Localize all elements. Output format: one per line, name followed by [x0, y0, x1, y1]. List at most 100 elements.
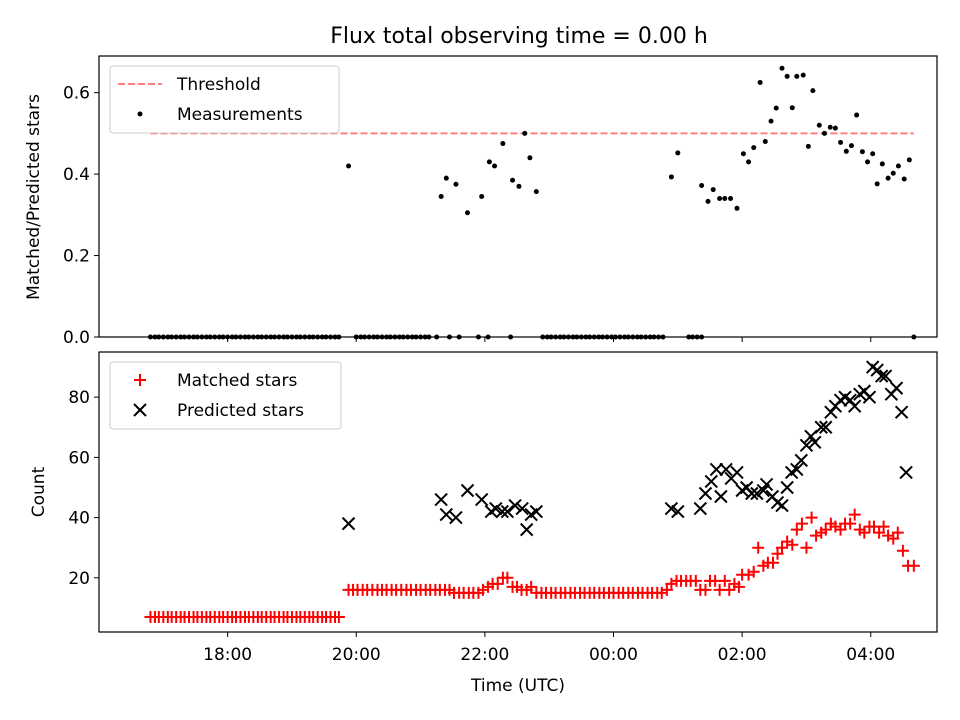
measurement-point [465, 210, 471, 216]
measurement-point [699, 183, 705, 189]
matched-star-point [848, 508, 861, 521]
measurement-point [832, 125, 838, 131]
measurement-point [854, 112, 860, 118]
predicted-star-point [794, 453, 809, 468]
ratio-y-ticks: 0.0 0.2 0.4 0.6 [63, 84, 99, 348]
ratio-axes-frame [98, 55, 938, 338]
measurements-legend-marker [137, 111, 143, 117]
matched-star-point [786, 538, 799, 551]
predicted-star-point [714, 489, 728, 504]
measurement-point [453, 181, 459, 187]
predicted-star-point [709, 462, 724, 477]
ratio-legend: Threshold Measurements [109, 65, 340, 134]
predicted-stars-legend-label: Predicted stars [177, 401, 304, 421]
predicted-star-point [515, 501, 529, 516]
measurement-point [794, 73, 800, 79]
measurement-point [443, 175, 449, 181]
predicted-star-point [341, 516, 356, 531]
ratio-y-tick-label: 0.0 [63, 328, 90, 348]
measurement-point [740, 151, 746, 157]
measurement-point [870, 151, 876, 157]
count-x-tick-label: 02:00 [718, 645, 767, 665]
predicted-star-point [508, 498, 522, 513]
measurement-point [533, 189, 539, 195]
measurement-point [901, 176, 907, 182]
count-x-tick-label: 04:00 [846, 645, 895, 665]
count-y-ticks: 20 40 60 80 [68, 388, 99, 589]
ratio-legend-box [109, 65, 340, 134]
measurements-legend-label: Measurements [177, 105, 303, 125]
count-y-tick-label: 60 [68, 448, 90, 468]
predicted-star-point [790, 462, 804, 477]
predicted-star-point [719, 462, 733, 477]
predicted-star-point [894, 405, 909, 419]
count-y-tick-label: 20 [68, 569, 90, 589]
measurement-point [438, 194, 444, 199]
measurement-point [746, 159, 752, 165]
measurement-point [827, 124, 833, 130]
count-x-tick-label: 22:00 [460, 645, 509, 665]
predicted-star-point [704, 474, 718, 489]
count-y-tick-label: 80 [68, 388, 90, 408]
matched-star-point [525, 580, 538, 593]
predicted-star-point [814, 420, 828, 434]
measurement-point [848, 143, 854, 149]
predicted-star-point [878, 369, 893, 383]
matched-star-point [491, 577, 504, 590]
measurement-point [516, 183, 522, 189]
matched-star-point [689, 574, 702, 587]
predicted-star-point [889, 381, 904, 395]
matched-star-point [747, 565, 760, 578]
count-y-tick-label: 40 [68, 509, 90, 529]
measurement-point [762, 139, 768, 145]
measurement-point [705, 198, 711, 204]
predicted-star-point [495, 504, 509, 519]
predicted-star-point [899, 465, 913, 480]
measurement-point [522, 130, 528, 136]
measurement-point [800, 72, 806, 78]
measurement-point [527, 155, 533, 161]
predicted-star-point [759, 477, 774, 492]
matched-star-point [877, 520, 890, 533]
matched-star-point [858, 526, 871, 539]
measurement-point [717, 196, 723, 202]
predicted-star-point [529, 504, 544, 519]
matched-star-point [805, 511, 818, 524]
measurement-point [865, 159, 871, 165]
matched-star-point [332, 610, 345, 623]
predicted-star-point [664, 501, 679, 516]
predicted-star-point [870, 363, 884, 377]
matched-star-point [819, 523, 832, 536]
measurement-point [789, 105, 795, 111]
predicted-star-point [434, 492, 448, 507]
measurement-point [816, 122, 822, 128]
predicted-star-point [775, 498, 789, 513]
count-x-axis-label: Time (UTC) [470, 676, 565, 696]
matched-star-point [907, 559, 920, 572]
predicted-stars-legend-marker [133, 403, 147, 417]
predicted-star-point [819, 420, 833, 434]
count-legend: Matched stars Predicted stars [109, 361, 342, 430]
measurement-point [779, 65, 785, 71]
measurement-point [885, 175, 891, 181]
predicted-star-point [745, 486, 759, 501]
measurement-point [722, 196, 728, 202]
predicted-star-point [780, 480, 794, 495]
measurement-point [510, 177, 516, 183]
predicted-star-point [474, 492, 489, 507]
matched-star-point [887, 532, 900, 545]
measurement-point [773, 105, 779, 111]
predicted-star-point [500, 504, 515, 519]
matched-star-point [844, 517, 857, 530]
ratio-y-tick-label: 0.2 [63, 247, 90, 267]
matched-star-point [732, 580, 745, 593]
figure-title: Flux total observing time = 0.00 h [330, 24, 708, 49]
ratio-marks [147, 65, 917, 340]
measurement-point [838, 139, 844, 145]
matched-star-point [767, 556, 780, 569]
matched-star-point [891, 526, 904, 539]
measurement-point [890, 170, 896, 176]
predicted-star-point [449, 510, 463, 525]
matched-star-point [834, 523, 847, 536]
